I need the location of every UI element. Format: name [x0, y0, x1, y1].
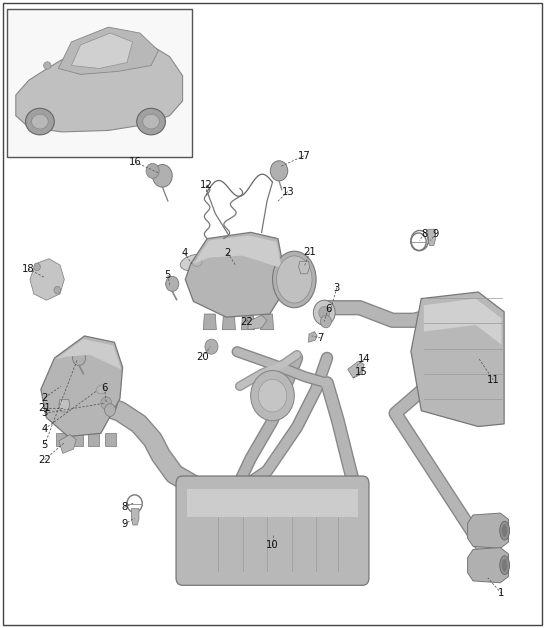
- Polygon shape: [71, 33, 132, 68]
- Polygon shape: [88, 433, 99, 446]
- Polygon shape: [187, 489, 358, 516]
- Polygon shape: [59, 435, 76, 453]
- Ellipse shape: [500, 521, 510, 540]
- Polygon shape: [468, 548, 508, 583]
- Text: 6: 6: [101, 383, 108, 393]
- Ellipse shape: [143, 114, 160, 129]
- Polygon shape: [105, 433, 116, 446]
- Polygon shape: [56, 339, 121, 369]
- Polygon shape: [203, 314, 216, 330]
- Polygon shape: [41, 336, 123, 436]
- FancyBboxPatch shape: [176, 476, 369, 585]
- Circle shape: [101, 397, 112, 409]
- Text: 3: 3: [41, 408, 48, 418]
- Circle shape: [34, 263, 40, 271]
- Text: 9: 9: [121, 519, 128, 529]
- Text: 22: 22: [240, 317, 253, 327]
- Ellipse shape: [180, 254, 210, 271]
- Text: 12: 12: [199, 180, 213, 190]
- Circle shape: [105, 404, 116, 416]
- Text: 1: 1: [498, 588, 505, 598]
- Ellipse shape: [32, 114, 49, 129]
- Text: 5: 5: [41, 440, 48, 450]
- Ellipse shape: [26, 108, 54, 135]
- Polygon shape: [185, 232, 283, 317]
- Text: 2: 2: [225, 248, 231, 258]
- Ellipse shape: [83, 379, 115, 399]
- Text: 14: 14: [358, 354, 371, 364]
- Text: 16: 16: [129, 157, 142, 167]
- Polygon shape: [16, 39, 183, 132]
- Text: 7: 7: [317, 333, 324, 343]
- Polygon shape: [468, 513, 508, 548]
- Circle shape: [319, 306, 330, 319]
- Polygon shape: [30, 259, 64, 300]
- Circle shape: [153, 165, 172, 187]
- Circle shape: [270, 161, 288, 181]
- Polygon shape: [193, 236, 282, 268]
- Polygon shape: [222, 314, 235, 330]
- Text: 10: 10: [266, 540, 279, 550]
- Polygon shape: [424, 299, 501, 345]
- Polygon shape: [348, 361, 364, 378]
- Polygon shape: [131, 509, 139, 525]
- Bar: [7, 9, 192, 157]
- Text: 21: 21: [303, 247, 316, 257]
- Text: 17: 17: [298, 151, 311, 161]
- Ellipse shape: [502, 524, 507, 537]
- Circle shape: [54, 286, 60, 294]
- Text: 20: 20: [196, 352, 209, 362]
- Text: 2: 2: [41, 392, 48, 403]
- Ellipse shape: [137, 108, 166, 135]
- Circle shape: [251, 371, 294, 421]
- Polygon shape: [308, 332, 317, 342]
- Polygon shape: [261, 314, 274, 330]
- Circle shape: [205, 339, 218, 354]
- Ellipse shape: [96, 385, 107, 394]
- Circle shape: [95, 391, 117, 416]
- Polygon shape: [59, 399, 70, 412]
- Circle shape: [72, 350, 86, 365]
- Polygon shape: [56, 433, 66, 446]
- Text: 6: 6: [325, 304, 331, 314]
- Text: 21: 21: [38, 403, 51, 413]
- Text: 8: 8: [421, 229, 427, 239]
- Text: 4: 4: [181, 248, 187, 258]
- Ellipse shape: [500, 556, 510, 575]
- Circle shape: [166, 276, 179, 291]
- Text: 13: 13: [281, 187, 294, 197]
- Ellipse shape: [502, 559, 507, 571]
- Circle shape: [320, 315, 331, 328]
- Text: 22: 22: [38, 455, 51, 465]
- Polygon shape: [241, 314, 255, 330]
- Text: 4: 4: [41, 424, 48, 434]
- Text: 8: 8: [121, 502, 128, 512]
- Ellipse shape: [272, 251, 316, 308]
- Polygon shape: [299, 261, 310, 274]
- Text: 15: 15: [354, 367, 367, 377]
- Text: 9: 9: [433, 229, 439, 239]
- Ellipse shape: [277, 256, 312, 303]
- Circle shape: [146, 163, 159, 178]
- Text: 3: 3: [334, 283, 340, 293]
- Ellipse shape: [192, 259, 202, 266]
- Polygon shape: [248, 315, 267, 330]
- Circle shape: [313, 300, 335, 325]
- Circle shape: [258, 379, 287, 412]
- Text: 5: 5: [165, 270, 171, 280]
- Polygon shape: [72, 433, 83, 446]
- Text: 18: 18: [22, 264, 35, 274]
- Polygon shape: [58, 27, 159, 74]
- Ellipse shape: [44, 62, 51, 69]
- Text: 11: 11: [487, 375, 500, 385]
- Polygon shape: [428, 229, 435, 246]
- Polygon shape: [411, 292, 504, 426]
